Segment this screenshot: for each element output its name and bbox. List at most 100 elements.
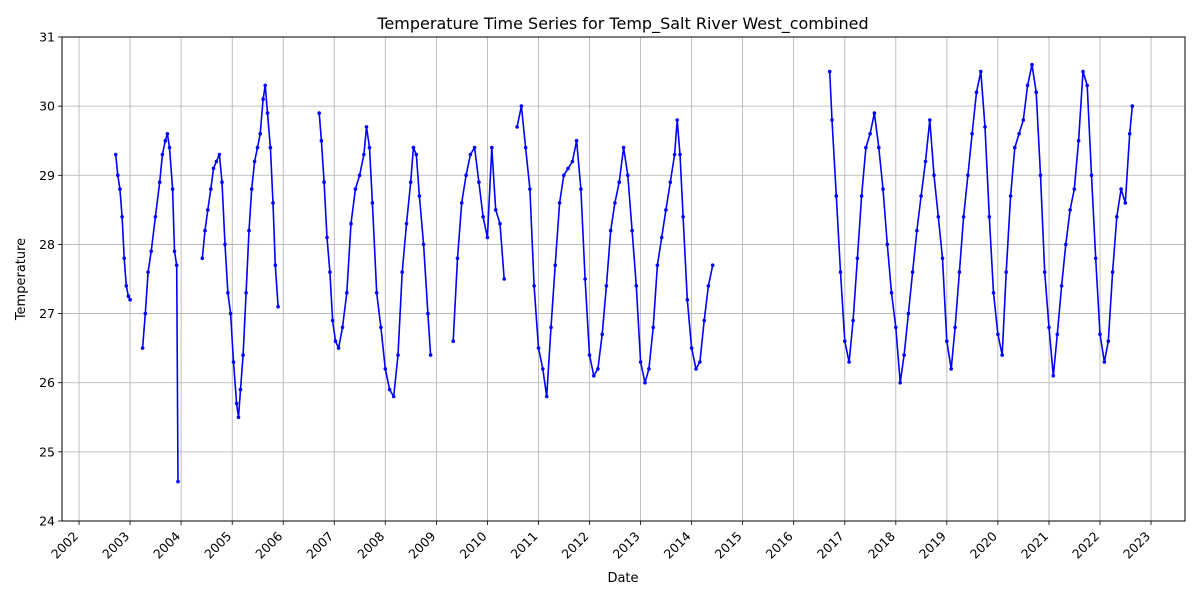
data-point bbox=[851, 318, 855, 323]
data-point bbox=[1081, 69, 1085, 74]
data-point bbox=[263, 83, 268, 88]
data-point bbox=[459, 201, 464, 205]
data-point bbox=[600, 332, 604, 337]
x-tick-label: 2015 bbox=[712, 529, 745, 562]
x-tick-label: 2003 bbox=[99, 529, 132, 562]
chart-title: Temperature Time Series for Temp_Salt Ri… bbox=[376, 14, 868, 34]
data-point bbox=[621, 145, 626, 150]
data-point bbox=[421, 242, 426, 247]
data-point bbox=[881, 187, 885, 191]
x-tick-label: 2014 bbox=[661, 528, 694, 561]
data-point bbox=[834, 194, 839, 198]
data-point bbox=[675, 118, 679, 122]
data-point bbox=[519, 104, 524, 108]
data-point bbox=[672, 152, 677, 157]
data-point bbox=[217, 152, 222, 157]
data-point bbox=[898, 380, 902, 385]
data-point bbox=[634, 284, 639, 288]
data-point bbox=[966, 173, 970, 178]
data-point bbox=[855, 256, 860, 261]
data-point bbox=[979, 69, 983, 74]
data-point bbox=[987, 215, 992, 219]
data-point bbox=[228, 311, 233, 316]
data-point bbox=[685, 297, 690, 302]
x-tick-label: 2004 bbox=[150, 528, 183, 561]
data-point bbox=[374, 291, 379, 295]
data-point bbox=[827, 69, 832, 74]
series-line bbox=[318, 113, 432, 398]
x-tick-label: 2010 bbox=[456, 528, 489, 561]
data-point bbox=[668, 180, 673, 184]
data-point bbox=[414, 152, 419, 157]
data-point bbox=[830, 118, 834, 122]
y-tick-label: 27 bbox=[39, 306, 55, 321]
data-point bbox=[1000, 353, 1004, 357]
x-tick-label: 2017 bbox=[814, 529, 847, 562]
data-point bbox=[630, 228, 634, 233]
data-point bbox=[659, 235, 664, 240]
data-point bbox=[200, 256, 205, 261]
data-point bbox=[915, 228, 919, 233]
data-point bbox=[608, 228, 613, 233]
data-point bbox=[1030, 62, 1034, 67]
x-tick-label: 2022 bbox=[1069, 529, 1102, 562]
data-point bbox=[364, 125, 369, 129]
data-point bbox=[153, 215, 158, 219]
data-point bbox=[923, 159, 928, 164]
x-tick-label: 2007 bbox=[303, 529, 336, 562]
y-tick-label: 24 bbox=[39, 514, 55, 529]
data-point bbox=[838, 270, 843, 274]
data-point bbox=[209, 187, 213, 191]
x-tick-label: 2008 bbox=[354, 528, 387, 561]
data-point bbox=[325, 235, 329, 240]
data-point bbox=[553, 263, 557, 268]
data-point bbox=[1004, 270, 1008, 274]
y-tick-label: 26 bbox=[39, 375, 55, 390]
data-point bbox=[411, 145, 416, 150]
x-tick-label: 2002 bbox=[48, 529, 81, 562]
data-point bbox=[252, 159, 257, 164]
x-tick-label: 2021 bbox=[1018, 529, 1051, 562]
x-axis-ticks: 2002 2003 2004 2005 2006 2007 2008 2009 2010 2011… bbox=[48, 521, 1153, 562]
x-tick-label: 2023 bbox=[1120, 529, 1153, 562]
data-point bbox=[357, 173, 362, 178]
data-point bbox=[1038, 173, 1043, 178]
data-point bbox=[528, 187, 532, 191]
data-point bbox=[113, 152, 118, 157]
data-point bbox=[322, 180, 326, 184]
data-point bbox=[220, 180, 224, 184]
x-tick-label: 2016 bbox=[763, 528, 796, 561]
data-point bbox=[244, 291, 248, 295]
data-point bbox=[143, 311, 148, 316]
data-point bbox=[149, 249, 153, 254]
y-tick-label: 28 bbox=[39, 237, 55, 252]
data-point bbox=[961, 215, 966, 219]
data-point bbox=[974, 90, 979, 95]
data-point bbox=[694, 367, 698, 371]
data-point bbox=[317, 111, 322, 115]
data-point bbox=[1047, 325, 1051, 330]
data-point bbox=[843, 339, 847, 344]
data-point bbox=[902, 353, 906, 357]
data-point bbox=[1076, 138, 1081, 143]
data-point bbox=[241, 353, 245, 357]
data-point bbox=[919, 194, 923, 198]
data-point bbox=[945, 339, 949, 344]
data-point bbox=[426, 311, 430, 316]
data-point bbox=[859, 194, 864, 198]
data-point bbox=[234, 401, 239, 406]
y-tick-label: 30 bbox=[39, 99, 55, 114]
data-point bbox=[698, 360, 702, 364]
data-point bbox=[146, 270, 150, 274]
data-point bbox=[340, 325, 345, 330]
data-point bbox=[226, 291, 230, 295]
data-point bbox=[970, 132, 974, 136]
data-point bbox=[481, 215, 485, 219]
data-point bbox=[983, 125, 987, 129]
data-point bbox=[710, 263, 715, 268]
x-tick-label: 2018 bbox=[865, 528, 898, 561]
data-point bbox=[638, 360, 643, 364]
data-point bbox=[391, 394, 396, 399]
data-point bbox=[864, 145, 868, 150]
data-point bbox=[163, 138, 168, 143]
